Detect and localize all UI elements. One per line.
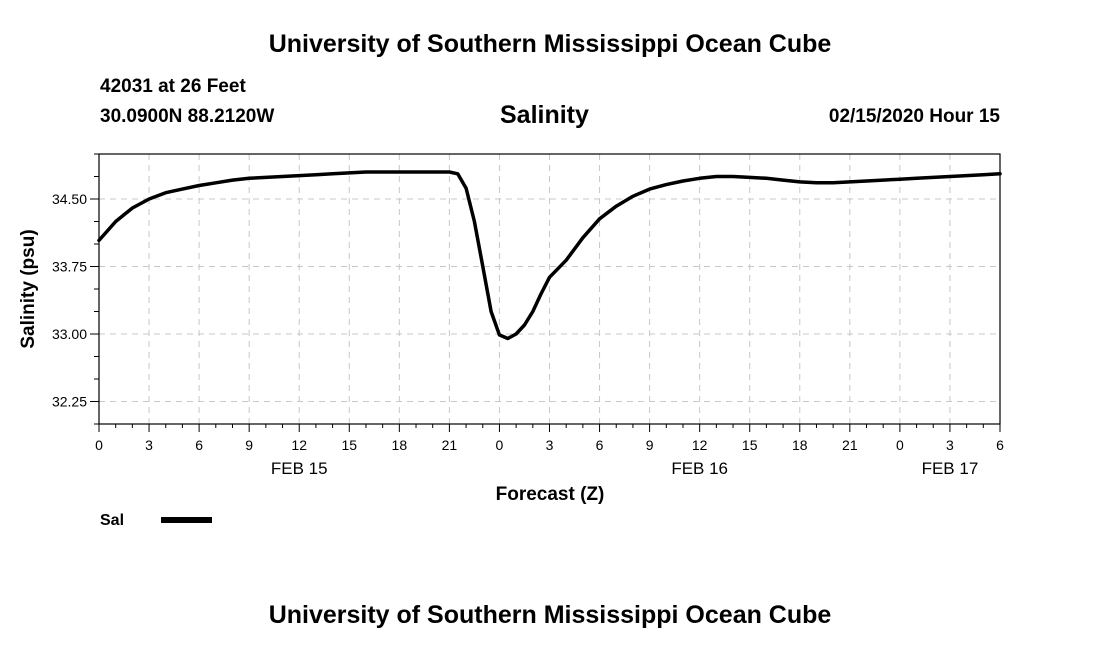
y-tick-label: 34.50 (52, 191, 87, 207)
series-layer (97, 170, 1002, 341)
series-line-sal (97, 170, 1002, 341)
y-tick-label: 32.25 (52, 394, 87, 410)
x-axis-label: Forecast (Z) (496, 484, 605, 505)
x-tick-label: 3 (546, 437, 554, 453)
x-tick-label: 18 (392, 437, 408, 453)
x-tick-label: 0 (95, 437, 103, 453)
location-label: 30.0900N 88.2120W (100, 106, 275, 127)
x-tick-label: 0 (496, 437, 504, 453)
axes: 32.25 33.00 33.75 34.50 0 3 6 9 12 15 18 21 0 3 6 9 12 15… (52, 153, 1004, 478)
x-tick-label: 12 (291, 437, 307, 453)
x-tick-label: 15 (341, 437, 357, 453)
x-tick-label: 12 (692, 437, 708, 453)
station-label: 42031 at 26 Feet (100, 76, 246, 97)
x-tick-label: 6 (996, 437, 1004, 453)
x-tick-label: 18 (792, 437, 808, 453)
x-tick-label: 3 (946, 437, 954, 453)
y-tick-label: 33.00 (52, 326, 87, 342)
x-tick-label: 9 (245, 437, 253, 453)
grid (99, 154, 1000, 424)
date-label: FEB 17 (922, 459, 979, 478)
x-tick-label: 6 (195, 437, 203, 453)
date-label: FEB 15 (271, 459, 328, 478)
chart-title: Salinity (500, 101, 589, 129)
x-tick-label: 0 (896, 437, 904, 453)
page-title: University of Southern Mississippi Ocean… (268, 30, 832, 58)
y-axis-label: Salinity (psu) (18, 229, 39, 348)
legend-label: Sal (100, 512, 124, 529)
x-tick-label: 21 (842, 437, 858, 453)
x-tick-label: 21 (442, 437, 458, 453)
x-tick-label: 9 (646, 437, 654, 453)
timestamp-label: 02/15/2020 Hour 15 (828, 106, 1000, 127)
date-label: FEB 16 (671, 459, 728, 478)
x-tick-label: 15 (742, 437, 758, 453)
x-tick-label: 3 (145, 437, 153, 453)
footer-title: University of Southern Mississippi Ocean… (268, 601, 832, 629)
legend: Sal (100, 512, 212, 529)
x-tick-label: 6 (596, 437, 604, 453)
y-tick-label: 33.75 (52, 259, 87, 275)
